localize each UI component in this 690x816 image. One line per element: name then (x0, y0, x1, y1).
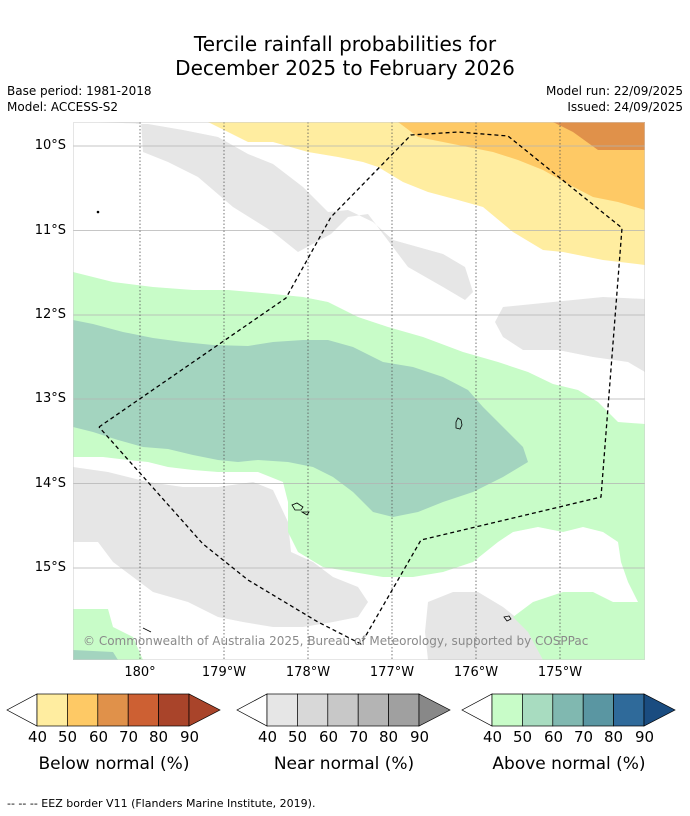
longitude-gridlines (139, 122, 561, 660)
cb2-tick-40: 40 (483, 728, 503, 746)
cb1-tick-60: 60 (319, 728, 339, 746)
lon-label-176w: 176°W (453, 665, 499, 680)
model-run: Model run: 22/09/2025 (545, 84, 683, 98)
colorbar-swatch (266, 693, 298, 727)
colorbar-swatch (158, 693, 190, 727)
cb0-tick-70: 70 (119, 728, 139, 746)
cb0-tick-50: 50 (58, 728, 78, 746)
island-outlines (96, 210, 512, 633)
colorbar-arrow-low (236, 693, 268, 727)
cb1-tick-50: 50 (288, 728, 308, 746)
colorbar-swatch (552, 693, 584, 727)
cb2-tick-90: 90 (635, 728, 655, 746)
cb2-title: Above normal (%) (492, 754, 646, 774)
cb1-tick-80: 80 (379, 728, 399, 746)
cb0-tick-60: 60 (89, 728, 109, 746)
eez-border (98, 131, 623, 645)
model-name: Model: ACCESS-S2 (7, 100, 119, 114)
cb2-tick-80: 80 (604, 728, 624, 746)
colorbar-below-normal-swatches (6, 693, 221, 727)
lat-label-12s: 12°S (34, 307, 66, 322)
cb2-tick-50: 50 (513, 728, 533, 746)
title-line-2: December 2025 to February 2026 (175, 56, 515, 80)
lat-label-15s: 15°S (34, 560, 66, 575)
latitude-gridlines (73, 145, 645, 569)
colorbar-arrow-low (461, 693, 493, 727)
lon-label-177w: 177°W (369, 665, 415, 680)
islet-northwest (96, 210, 100, 214)
lat-label-10s: 10°S (34, 138, 66, 153)
colorbar-arrow-low (6, 693, 38, 727)
cb1-title: Near normal (%) (273, 754, 415, 774)
near-normal-region-south (425, 592, 548, 660)
near-normal-region-north (98, 122, 473, 300)
colorbar-arrow-high (643, 693, 676, 727)
colorbar-swatch (67, 693, 99, 727)
island-west-b (300, 511, 310, 516)
lon-label-180: 180° (124, 665, 156, 680)
cb1-tick-40: 40 (258, 728, 278, 746)
colorbar-swatch (613, 693, 645, 727)
colorbar-arrow-high (188, 693, 221, 727)
colorbar-swatch (97, 693, 129, 727)
colorbar-swatch (522, 693, 554, 727)
lat-label-13s: 13°S (34, 391, 66, 406)
colorbar-swatch (36, 693, 68, 727)
near-normal-region-east (495, 297, 645, 372)
cb0-tick-80: 80 (149, 728, 169, 746)
cb2-tick-70: 70 (574, 728, 594, 746)
below-normal-50-60-region (398, 122, 645, 210)
near-normal-region-southwest (73, 467, 368, 627)
lat-label-11s: 11°S (34, 223, 66, 238)
colorbar-swatch (357, 693, 389, 727)
colorbar-swatch (327, 693, 359, 727)
eez-footnote: -- -- -- EEZ border V11 (Flanders Marine… (7, 797, 316, 810)
above-normal-40-50-region-sw (73, 609, 143, 660)
cb1-tick-70: 70 (349, 728, 369, 746)
islet-southwest (142, 627, 152, 633)
colorbar-above-normal: 40 50 60 70 80 90 Above normal (%) (461, 692, 677, 774)
colorbar-near-normal: 40 50 60 70 80 90 Near normal (%) (236, 692, 452, 774)
colorbar-swatch (127, 693, 159, 727)
above-normal-50-60-region-sw (73, 650, 118, 660)
island-north (455, 417, 463, 430)
lat-label-14s: 14°S (34, 476, 66, 491)
below-normal-60-70-region (553, 122, 645, 150)
rainfall-probability-map (73, 122, 645, 660)
map-title: Tercile rainfall probabilities for Decem… (0, 32, 690, 80)
lon-label-179w: 179°W (201, 665, 247, 680)
colorbar-below-normal: 40 50 60 70 80 90 Below normal (%) (6, 692, 222, 774)
map-frame (73, 122, 645, 660)
island-west-a (291, 502, 304, 511)
cb0-title: Below normal (%) (38, 754, 190, 774)
colorbar-swatch (297, 693, 329, 727)
cb2-tick-60: 60 (544, 728, 564, 746)
cb1-tick-90: 90 (410, 728, 430, 746)
base-period: Base period: 1981-2018 (7, 84, 152, 98)
colorbar-swatch (388, 693, 420, 727)
island-south (503, 615, 512, 622)
colorbar-swatch (491, 693, 523, 727)
cb0-tick-90: 90 (180, 728, 200, 746)
copyright-note: © Commonwealth of Australia 2025, Bureau… (83, 634, 589, 648)
issued-date: Issued: 24/09/2025 (567, 100, 683, 114)
above-normal-50-60-region (73, 320, 528, 517)
lon-label-175w: 175°W (537, 665, 583, 680)
colorbar-above-normal-swatches (461, 693, 676, 727)
lon-label-178w: 178°W (285, 665, 331, 680)
colorbar-near-normal-swatches (236, 693, 451, 727)
colorbar-arrow-high (418, 693, 451, 727)
cb0-tick-40: 40 (28, 728, 48, 746)
title-line-1: Tercile rainfall probabilities for (193, 32, 497, 56)
colorbar-swatch (582, 693, 614, 727)
